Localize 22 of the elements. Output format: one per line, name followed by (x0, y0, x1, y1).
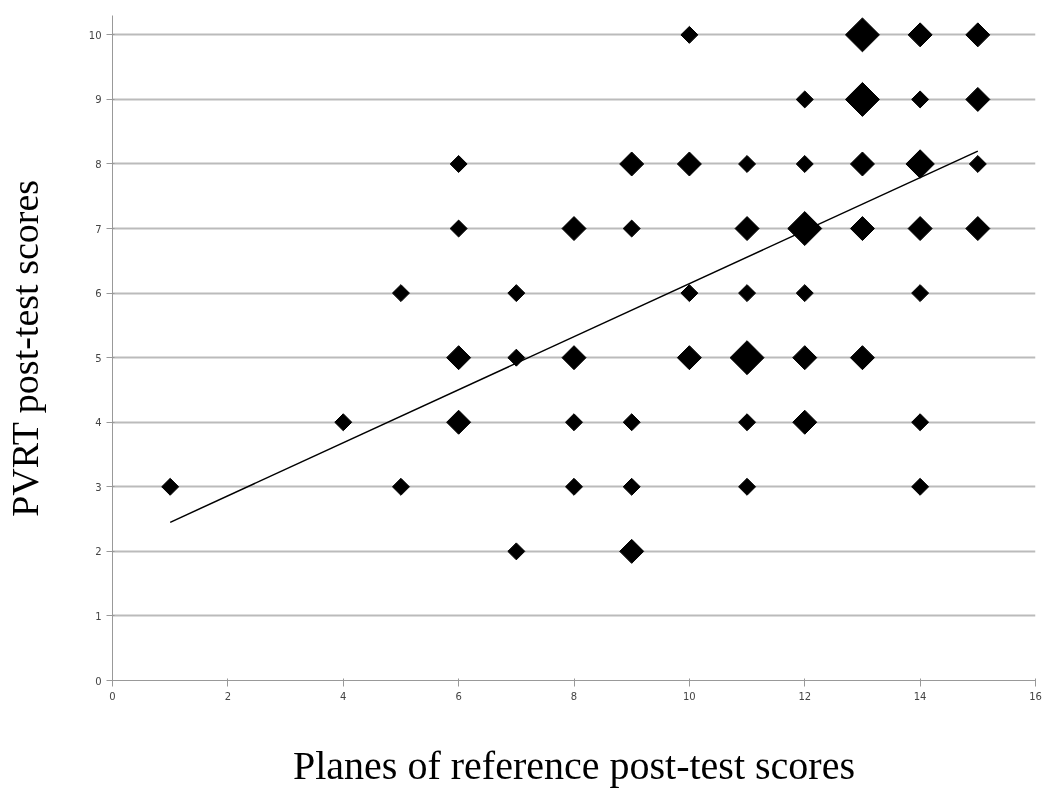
y-tick-label: 2 (95, 546, 102, 558)
y-tick-label: 5 (95, 352, 102, 364)
x-tick-label: 6 (455, 690, 462, 702)
y-tick-label: 0 (95, 675, 102, 687)
x-tick-label: 0 (109, 690, 116, 702)
x-tick-label: 2 (224, 690, 232, 702)
y-tick-label: 9 (95, 94, 102, 106)
x-tick-label: 16 (1029, 690, 1042, 702)
y-tick-label: 3 (95, 481, 102, 493)
y-tick-label: 1 (95, 610, 102, 622)
y-tick-label: 10 (88, 29, 102, 41)
x-tick-label: 10 (683, 690, 696, 702)
x-tick-label: 8 (570, 690, 578, 702)
x-tick-label: 14 (913, 690, 927, 702)
y-tick-label: 4 (95, 417, 102, 429)
y-tick-label: 6 (95, 288, 102, 300)
x-axis-title: Planes of reference post-test scores (293, 742, 855, 788)
x-tick-label: 4 (340, 690, 347, 702)
x-tick-label: 12 (798, 690, 812, 702)
y-tick-label: 7 (95, 223, 102, 235)
y-tick-label: 8 (95, 159, 102, 170)
y-axis-title: PVRT post-test scores (3, 179, 46, 517)
